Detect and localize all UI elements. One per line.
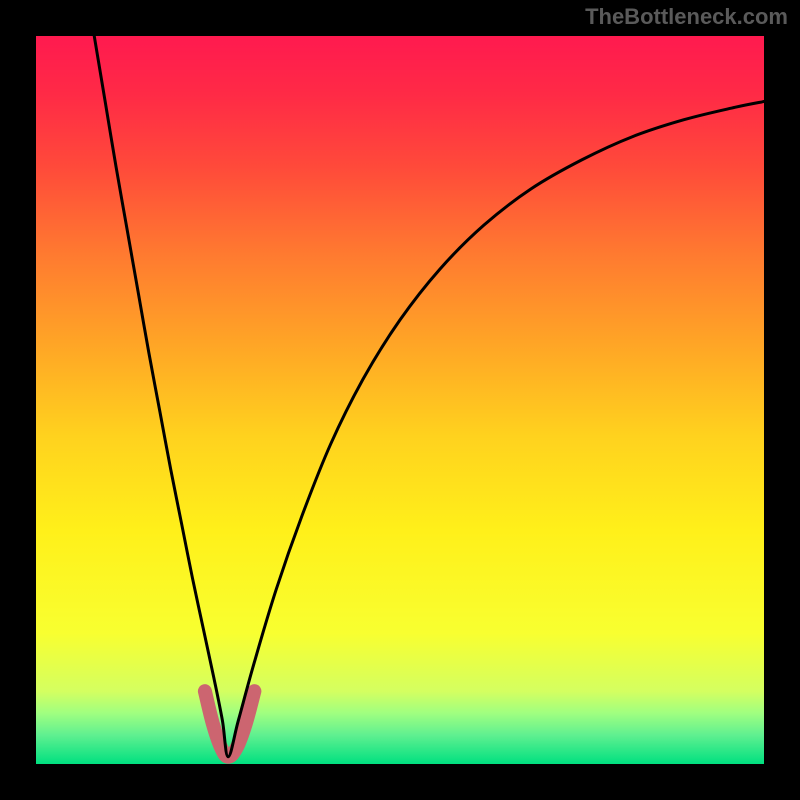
- curve-path: [94, 36, 764, 757]
- watermark-text: TheBottleneck.com: [585, 4, 788, 30]
- chart-svg: [36, 36, 764, 764]
- highlight-path: [205, 691, 255, 757]
- chart-plot-area: [36, 36, 764, 764]
